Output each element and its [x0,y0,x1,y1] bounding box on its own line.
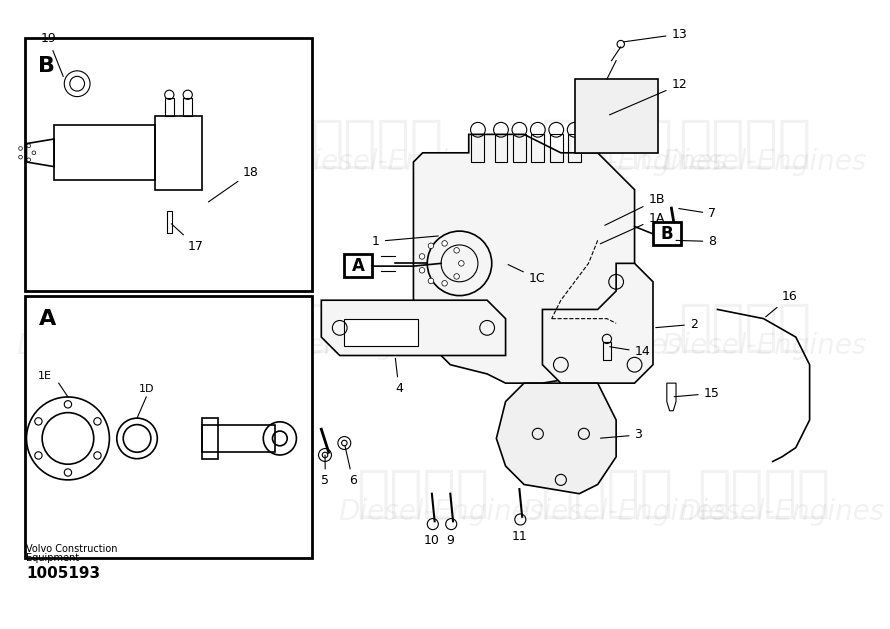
Text: 1005193: 1005193 [27,566,101,581]
Bar [344,319,418,347]
Text: 紫发动力: 紫发动力 [678,116,812,170]
Text: Diesel-Engines: Diesel-Engines [522,148,728,176]
Circle shape [27,158,30,162]
Circle shape [458,260,464,266]
Bar [653,222,681,245]
Text: Volvo Construction: Volvo Construction [27,543,118,554]
Bar [568,135,581,162]
Text: 1C: 1C [508,265,546,285]
Text: 15: 15 [675,387,719,400]
Text: 紫发动力: 紫发动力 [540,467,674,521]
Circle shape [441,241,448,246]
Circle shape [454,248,459,253]
Bar [25,296,312,558]
Text: Diesel-Engines: Diesel-Engines [661,332,866,360]
Text: 18: 18 [208,166,259,202]
Text: 1D: 1D [139,384,154,394]
Text: 紫发动力: 紫发动力 [540,116,674,170]
Bar [550,135,562,162]
Text: Diesel-Engines: Diesel-Engines [679,498,885,526]
Text: 11: 11 [512,530,527,543]
Circle shape [428,243,433,248]
Text: Diesel-Engines: Diesel-Engines [292,148,498,176]
Text: A: A [38,309,56,330]
Text: 1: 1 [372,235,438,248]
Text: 19: 19 [40,32,63,77]
Text: 紫发动力: 紫发动力 [697,467,830,521]
Text: 紫发动力: 紫发动力 [356,467,490,521]
Text: Diesel-Engines: Diesel-Engines [661,148,866,176]
Polygon shape [497,383,616,494]
Text: A: A [352,257,365,275]
Polygon shape [542,264,653,383]
Text: 1A: 1A [600,212,665,244]
Circle shape [27,144,30,148]
Text: 紫发动力: 紫发动力 [125,485,259,539]
Circle shape [19,155,22,159]
Text: 4: 4 [395,359,403,396]
Bar [531,135,545,162]
Text: Diesel-Engines: Diesel-Engines [90,148,295,176]
Text: Diesel-Engines: Diesel-Engines [476,332,682,360]
Text: 17: 17 [172,224,204,253]
Polygon shape [166,211,172,233]
Bar [603,342,611,360]
Text: 5: 5 [321,455,329,487]
Text: 10: 10 [424,535,440,547]
Text: Equipment: Equipment [27,553,79,563]
Circle shape [454,274,459,279]
Text: 7: 7 [679,208,716,220]
Text: 2: 2 [656,318,698,331]
Text: 14: 14 [610,345,651,359]
Text: 8: 8 [676,235,716,248]
Circle shape [19,147,22,150]
Text: 1B: 1B [605,194,665,225]
Text: 13: 13 [624,28,687,42]
Bar [344,254,372,277]
Circle shape [441,281,448,286]
Text: Diesel-Engines: Diesel-Engines [108,516,313,545]
Text: 9: 9 [447,535,454,547]
Text: 3: 3 [601,428,643,442]
Text: 1E: 1E [38,370,52,381]
Text: 12: 12 [610,79,687,115]
Text: Diesel-Engines: Diesel-Engines [522,498,728,526]
Text: Diesel-Engines: Diesel-Engines [247,332,451,360]
Text: B: B [38,56,55,76]
Text: 紫发动力: 紫发动力 [34,301,166,355]
Text: 紫发动力: 紫发动力 [264,301,397,355]
Text: 6: 6 [345,446,357,487]
Circle shape [32,151,36,155]
Polygon shape [414,135,635,383]
Text: Diesel-Engines: Diesel-Engines [16,332,222,360]
Bar [472,135,484,162]
Text: 16: 16 [765,290,797,317]
Bar [513,135,526,162]
Text: Diesel-Engines: Diesel-Engines [338,498,544,526]
Polygon shape [321,300,506,355]
Text: 紫发动力: 紫发动力 [108,116,240,170]
Circle shape [419,253,425,259]
Circle shape [419,267,425,273]
Bar [495,135,507,162]
Text: B: B [660,225,673,243]
Text: 紫发动力: 紫发动力 [310,116,443,170]
Bar [575,79,658,153]
Bar [25,38,312,291]
Circle shape [428,278,433,284]
Text: 紫发动力: 紫发动力 [494,301,627,355]
Text: 紫发动力: 紫发动力 [678,301,812,355]
